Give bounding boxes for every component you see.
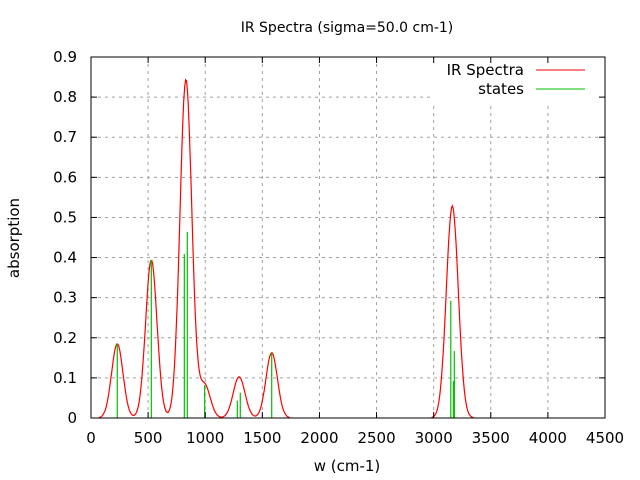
y-tick-label: 0.9: [53, 48, 77, 66]
x-tick-label: 3500: [472, 429, 510, 447]
x-tick-label: 1500: [243, 429, 281, 447]
y-tick-label: 0.6: [53, 168, 77, 186]
x-tick-label: 4500: [586, 429, 624, 447]
y-tick-label: 0.4: [53, 249, 77, 267]
y-tick-label: 0.5: [53, 208, 77, 226]
plot-border: [90, 56, 606, 419]
x-tick-label: 3000: [415, 429, 453, 447]
x-tick-label: 4000: [529, 429, 567, 447]
x-tick-label: 500: [134, 429, 163, 447]
y-tick-label: 0: [67, 409, 77, 427]
y-tick-label: 0.1: [53, 369, 77, 387]
y-tick-label: 0.3: [53, 289, 77, 307]
x-axis-label: w (cm-1): [314, 457, 381, 475]
ir-spectra-line: [98, 78, 474, 419]
legend-label-states: states: [478, 80, 524, 98]
x-tick-label: 2000: [300, 429, 338, 447]
y-tick-label: 0.2: [53, 329, 77, 347]
chart-title: IR Spectra (sigma=50.0 cm-1): [241, 20, 454, 36]
plot-series: [98, 78, 474, 419]
y-tick-label: 0.7: [53, 128, 77, 146]
legend: IR Spectra states: [430, 58, 604, 102]
legend-label-ir-spectra: IR Spectra: [447, 61, 524, 79]
x-tick-label: 1000: [186, 429, 224, 447]
x-tick-label: 0: [86, 429, 96, 447]
grid: [91, 57, 605, 418]
y-tick-label: 0.8: [53, 88, 77, 106]
y-axis-label: absorption: [5, 198, 23, 278]
x-tick-label: 2500: [357, 429, 395, 447]
axis-ticks: 0 500 1000 1500 2000 2500 3000 3500 4000 4500 0 0.1…: [53, 48, 624, 447]
legend-background: [430, 58, 604, 102]
